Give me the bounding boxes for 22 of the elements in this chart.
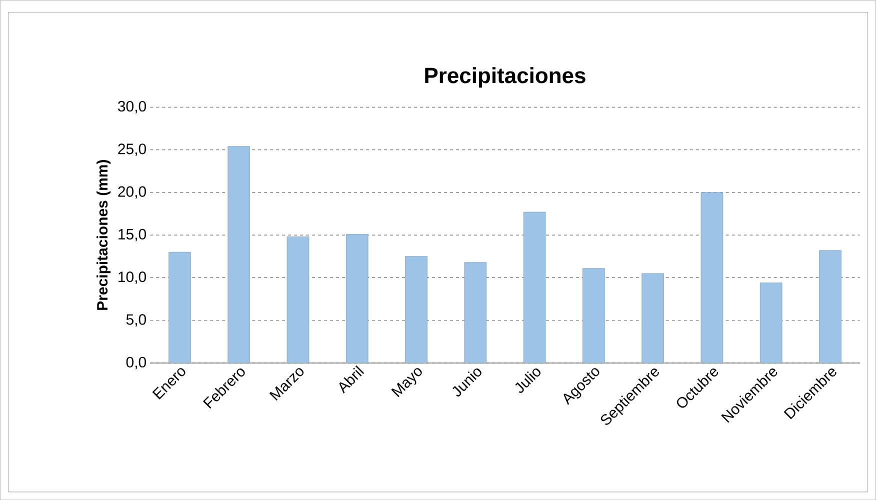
bar xyxy=(405,256,428,363)
bar xyxy=(464,262,487,363)
chart-title: Precipitaciones xyxy=(425,67,586,88)
bar xyxy=(582,268,605,363)
y-tick-label: 10,0 xyxy=(118,271,146,284)
bar xyxy=(168,252,191,363)
bar xyxy=(286,236,310,363)
y-tick-label: 20,0 xyxy=(118,186,146,199)
y-tick-label: 30,0 xyxy=(118,100,146,114)
y-tick-label: 5,0 xyxy=(126,314,146,326)
bar xyxy=(523,212,546,363)
x-tick-label: Julio xyxy=(515,368,541,393)
bar xyxy=(700,192,724,363)
bar xyxy=(228,146,250,363)
bar xyxy=(346,234,368,363)
y-tick-label: 15,0 xyxy=(118,228,146,242)
y-tick-label: 25,0 xyxy=(118,144,146,156)
bar xyxy=(642,273,664,363)
y-axis-title: Precipitaciones (mm) xyxy=(96,160,111,310)
y-tick-label: 0,0 xyxy=(126,356,146,370)
bar xyxy=(819,250,842,363)
bar xyxy=(760,282,782,363)
